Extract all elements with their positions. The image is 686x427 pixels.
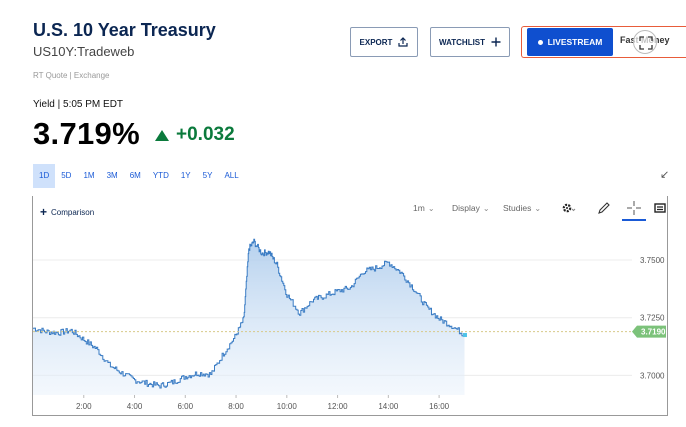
range-tab-1d[interactable]: 1D	[33, 164, 56, 188]
chart-panel	[32, 196, 668, 416]
live-dot-icon	[537, 39, 543, 45]
range-tab-3m[interactable]: 3M	[106, 171, 118, 180]
comparison-label: Comparison	[51, 207, 95, 217]
quote-source-label: RT Quote | Exchange	[33, 71, 110, 80]
share-icon	[398, 37, 409, 47]
last-price-label: 3.7190	[641, 328, 666, 337]
x-tick-label: 6:00	[177, 402, 193, 411]
x-tick-label: 2:00	[76, 402, 92, 411]
livestream-label: LIVESTREAM	[547, 37, 603, 47]
last-price-tag	[632, 325, 666, 338]
time-range-tabs: 1D 5D 1M 3M 6M YTD 1Y 5Y ALL	[33, 164, 245, 188]
crosshair-icon[interactable]	[626, 200, 642, 216]
collapse-arrow-icon[interactable]: ↙	[660, 169, 670, 181]
chart-menu-icon[interactable]	[652, 200, 668, 216]
price-change: +0.032	[155, 124, 235, 146]
price-area	[33, 239, 465, 395]
range-tab-ytd[interactable]: YTD	[152, 171, 169, 180]
settings-gear-icon[interactable]	[560, 200, 576, 216]
range-tab-1y[interactable]: 1Y	[180, 171, 191, 180]
draw-pencil-icon[interactable]	[596, 200, 612, 216]
y-tick-label: 3.7000	[640, 371, 665, 380]
watchlist-label: WATCHLIST	[438, 37, 486, 47]
price-line	[33, 238, 465, 389]
interval-label: 1m	[413, 203, 425, 213]
fullscreen-icon[interactable]	[633, 30, 657, 54]
range-tab-5y[interactable]: 5Y	[202, 171, 213, 180]
range-tab-all[interactable]: ALL	[224, 171, 239, 180]
x-tick-label: 10:00	[277, 402, 298, 411]
last-point-marker	[462, 333, 467, 338]
watchlist-button[interactable]: WATCHLIST	[430, 27, 510, 57]
change-value: +0.032	[176, 124, 235, 145]
range-tab-5d[interactable]: 5D	[61, 171, 72, 180]
export-button[interactable]: EXPORT	[350, 27, 418, 57]
livestream-panel	[521, 26, 686, 58]
comparison-button[interactable]: + Comparison	[40, 205, 94, 219]
symbol-subtitle: US10Y:Tradeweb	[33, 44, 135, 59]
page-title: U.S. 10 Year Treasury	[33, 20, 216, 40]
range-tab-1m[interactable]: 1M	[83, 171, 95, 180]
range-tab-6m[interactable]: 6M	[129, 171, 141, 180]
yield-timestamp: Yield | 5:05 PM EDT	[33, 99, 124, 110]
livestream-button[interactable]: LIVESTREAM	[527, 28, 613, 56]
studies-dropdown[interactable]: Studies ⌄	[503, 203, 541, 213]
x-tick-label: 8:00	[228, 402, 244, 411]
x-tick-label: 16:00	[429, 402, 450, 411]
interval-dropdown[interactable]: 1m ⌄	[413, 203, 435, 213]
export-label: EXPORT	[359, 37, 393, 47]
y-tick-label: 3.7500	[640, 256, 665, 265]
y-tick-label: 3.7250	[640, 314, 665, 323]
x-tick-label: 4:00	[127, 402, 143, 411]
display-dropdown[interactable]: Display ⌄	[452, 203, 490, 213]
display-label: Display	[452, 203, 480, 213]
chevron-down-icon: ⌄	[427, 204, 435, 213]
studies-label: Studies	[503, 203, 532, 213]
chevron-down-icon: ⌄	[482, 204, 490, 213]
plus-icon	[491, 37, 501, 47]
active-tool-indicator	[622, 219, 646, 221]
x-tick-label: 14:00	[378, 402, 399, 411]
last-price: 3.719%	[33, 116, 140, 151]
chevron-down-icon: ⌄	[534, 204, 542, 213]
x-tick-label: 12:00	[328, 402, 349, 411]
up-arrow-icon	[155, 130, 169, 141]
plus-icon: +	[40, 205, 48, 219]
